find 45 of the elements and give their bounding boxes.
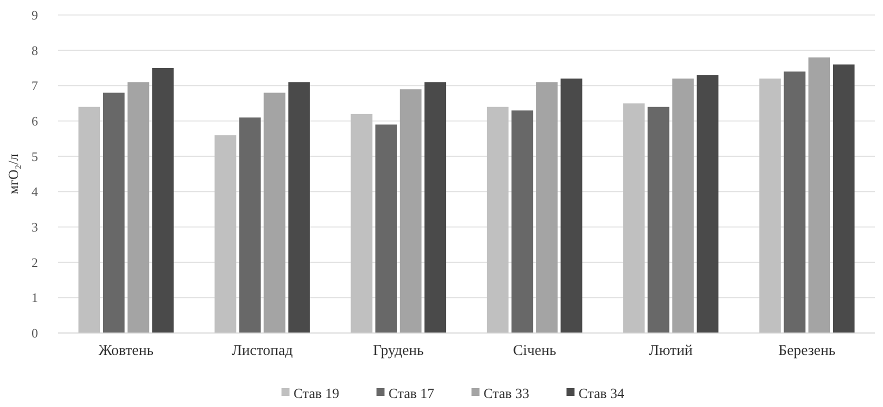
bar xyxy=(375,124,397,333)
bar xyxy=(400,89,422,333)
bar xyxy=(672,78,694,333)
bar xyxy=(424,82,446,333)
y-tick-label: 3 xyxy=(32,220,38,235)
bar xyxy=(486,106,509,333)
bar xyxy=(784,72,806,333)
bar xyxy=(623,103,645,333)
x-tick-label: Листопад xyxy=(232,343,294,359)
bar xyxy=(78,106,100,333)
y-tick-label: 0 xyxy=(32,326,38,341)
y-tick-label: 4 xyxy=(32,184,38,200)
x-tick-label: Березень xyxy=(778,343,836,359)
bar xyxy=(152,68,174,333)
bar xyxy=(696,75,718,333)
legend-label: Став 34 xyxy=(578,386,624,402)
bar xyxy=(648,106,670,333)
x-tick-label: Лютий xyxy=(648,343,693,359)
legend-label: Став 33 xyxy=(484,386,530,402)
bar xyxy=(102,92,125,333)
y-tick-label: 7 xyxy=(32,78,38,94)
bar xyxy=(511,110,534,333)
y-tick-label: 6 xyxy=(32,114,38,129)
legend-label: Став 19 xyxy=(294,386,340,402)
y-axis-title: мгO₂/л xyxy=(7,154,22,194)
x-tick-label: Грудень xyxy=(373,343,424,359)
y-tick-label: 8 xyxy=(32,42,38,58)
bar xyxy=(214,135,236,333)
y-tick-label: 1 xyxy=(32,290,38,306)
legend-label: Став 17 xyxy=(388,386,434,402)
bar xyxy=(264,92,286,333)
bar xyxy=(808,57,830,333)
bar xyxy=(288,82,310,333)
y-tick-label: 5 xyxy=(32,148,38,164)
x-tick-label: Жовтень xyxy=(98,343,154,359)
bar xyxy=(350,114,372,333)
bar xyxy=(128,82,150,333)
y-tick-label: 2 xyxy=(32,254,38,270)
bar xyxy=(536,82,558,333)
x-tick-label: Січень xyxy=(512,343,556,359)
y-tick-label: 9 xyxy=(32,8,38,23)
bar xyxy=(759,78,781,333)
bar xyxy=(239,117,261,333)
bar xyxy=(832,64,855,333)
bar xyxy=(560,78,582,333)
